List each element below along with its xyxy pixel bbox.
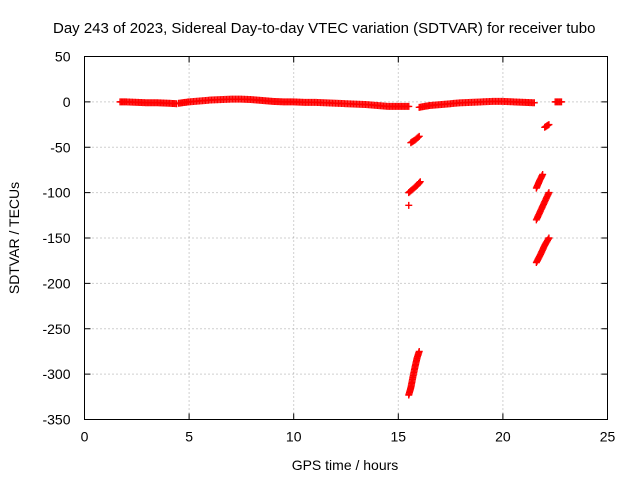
data-point	[530, 99, 538, 107]
data-point	[414, 133, 422, 141]
data-point	[415, 132, 423, 140]
plot-area	[116, 95, 565, 399]
x-tick-label: 0	[81, 429, 89, 445]
data-series-segment	[405, 178, 424, 197]
plot-frame	[84, 56, 608, 420]
y-tick-label: 50	[55, 49, 71, 65]
data-series-segment	[551, 98, 565, 106]
data-series-segment	[532, 189, 553, 224]
data-series-segment	[415, 97, 538, 111]
grid	[84, 56, 608, 420]
x-tick-label: 20	[495, 429, 511, 445]
data-point	[405, 201, 413, 209]
data-series-segment	[405, 201, 413, 209]
data-series-segment	[532, 170, 547, 192]
x-tick-labels: 0 5 10 15 20 25	[81, 429, 616, 445]
data-point	[405, 102, 413, 110]
data-point	[416, 178, 424, 186]
data-series-segment	[116, 98, 181, 108]
chart-title: Day 243 of 2023, Sidereal Day-to-day VTE…	[53, 20, 595, 37]
x-axis-label: GPS time / hours	[292, 457, 399, 473]
y-tick-label: -300	[42, 366, 70, 382]
y-tick-label: -150	[42, 230, 70, 246]
data-series-segment	[532, 234, 553, 267]
data-series-segment	[405, 347, 423, 399]
y-tick-label: 0	[63, 94, 71, 110]
data-point	[557, 98, 565, 106]
y-tick-label: -250	[42, 321, 70, 337]
x-tick-label: 25	[600, 429, 616, 445]
data-point	[545, 121, 553, 129]
x-tick-label: 5	[185, 429, 193, 445]
data-point	[539, 170, 547, 178]
y-tick-label: -350	[42, 412, 70, 428]
x-tick-label: 10	[286, 429, 302, 445]
data-point	[415, 347, 423, 355]
x-tick-label: 15	[391, 429, 407, 445]
y-tick-label: -200	[42, 275, 70, 291]
data-point	[545, 189, 553, 197]
y-tick-label: -100	[42, 185, 70, 201]
y-axis-label: SDTVAR / TECUs	[6, 182, 22, 294]
data-point	[545, 234, 553, 242]
y-tick-label: -50	[50, 139, 70, 155]
data-series-segment	[407, 132, 423, 147]
data-series-segment	[175, 95, 413, 110]
data-series-segment	[541, 121, 553, 131]
y-tick-labels: 50 0 -50 -100 -150 -200 -250 -300 -350	[42, 49, 70, 428]
data-point	[415, 179, 423, 187]
